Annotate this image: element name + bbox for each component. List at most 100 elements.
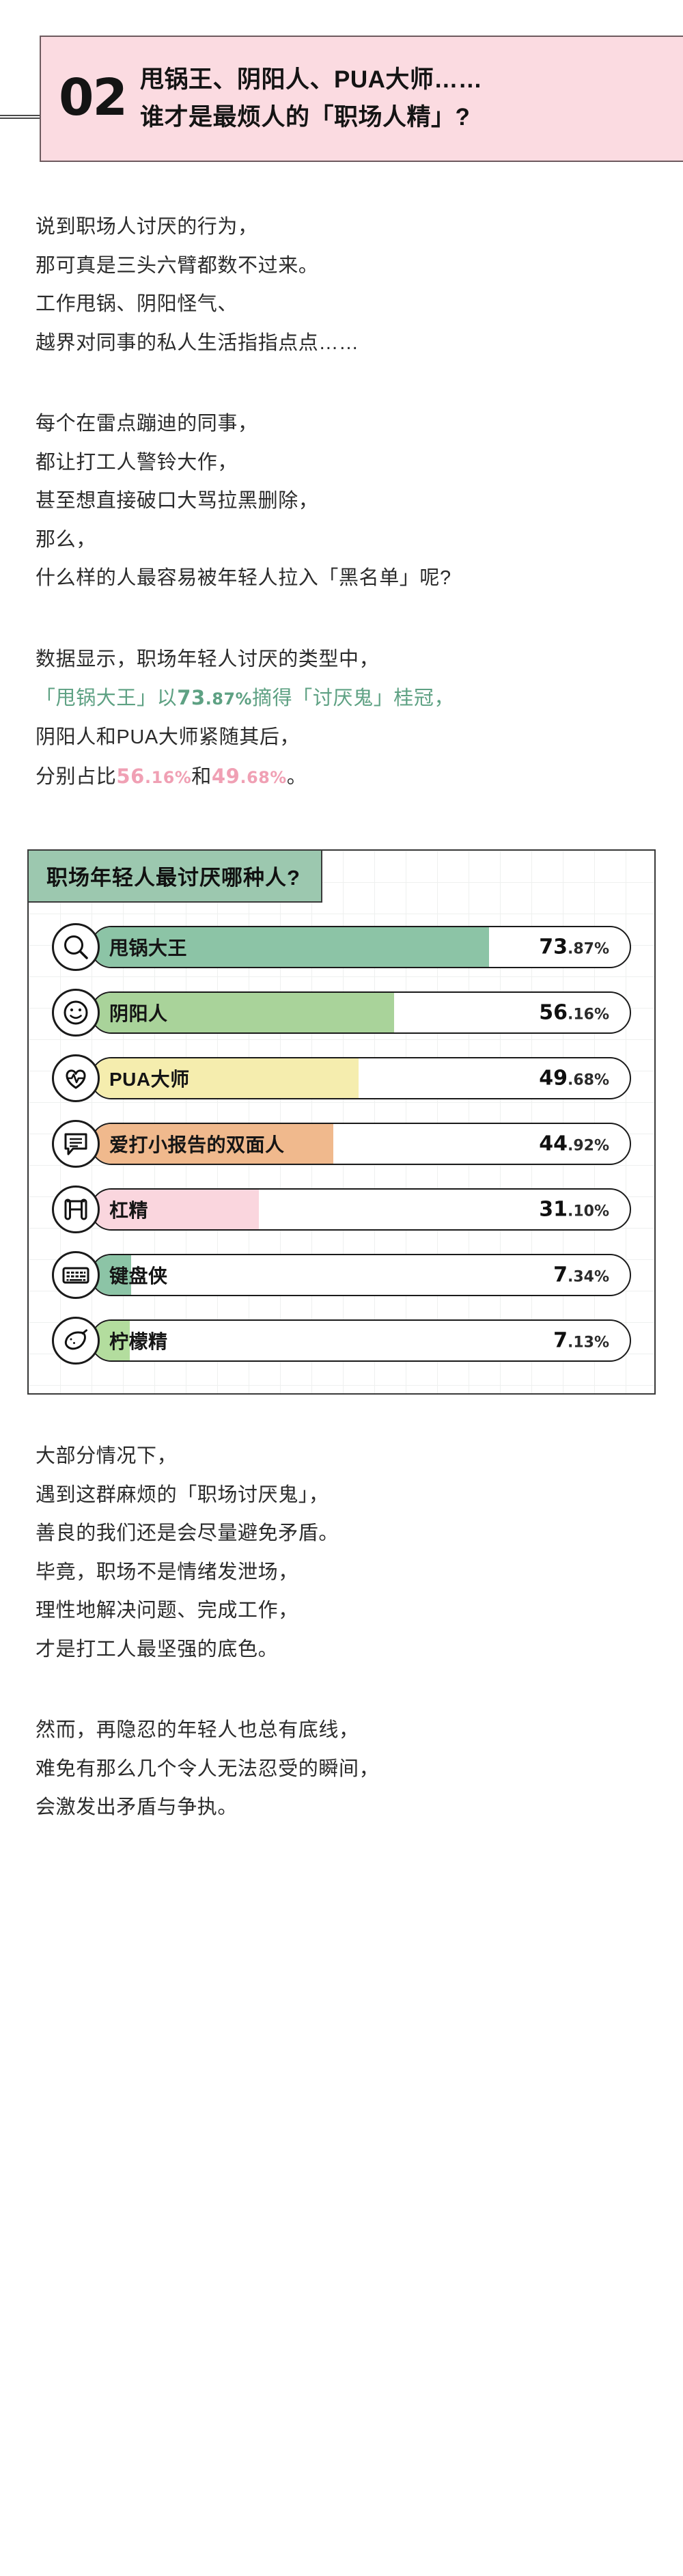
bar-track: PUA大师 49.68%	[90, 1057, 631, 1100]
paragraph-line: 难免有那么几个令人无法忍受的瞬间，	[36, 1757, 380, 1780]
chart-bar-row: 柠檬精 7.13%	[52, 1314, 631, 1367]
bar-value-integer: 7	[553, 1263, 568, 1287]
chart-rows: 甩锅大王 73.87% 阴阳人 56.16% PUA大师 49.68% 爱打小报告的双面人 4…	[29, 903, 654, 1367]
bar-category-label: 杠精	[109, 1200, 149, 1222]
header-accent-rule	[0, 115, 48, 119]
chart-bar-row: 爱打小报告的双面人 44.92%	[52, 1117, 631, 1170]
paragraph-line: 理性地解决问题、完成工作，	[36, 1600, 298, 1622]
chart-bar-row: 键盘侠 7.34%	[52, 1248, 631, 1302]
article-header: 02 甩锅王、阴阳人、PUA大师…… 谁才是最烦人的「职场人精」?	[0, 36, 683, 165]
bar-value-decimal: .87%	[567, 940, 609, 958]
barbell-icon	[52, 1186, 100, 1234]
closing-paragraph-1: 大部分情况下， 遇到这群麻烦的「职场讨厌鬼」， 善良的我们还是会尽量避免矛盾。 …	[36, 1437, 647, 1669]
bar-category-label: 阴阳人	[109, 1003, 168, 1025]
data-line-2-suffix: 摘得「讨厌鬼」桂冠，	[252, 687, 455, 710]
page-title-line-1: 甩锅王、阴阳人、PUA大师……	[139, 66, 483, 93]
bar-fill	[92, 927, 490, 968]
data-summary-paragraph: 数据显示，职场年轻人讨厌的类型中， 「甩锅大王」以73.87%摘得「讨厌鬼」桂冠…	[36, 640, 647, 796]
data-line-4-suffix: 。	[286, 765, 307, 788]
second-value-dec: .16%	[144, 767, 192, 787]
keyboard-icon	[52, 1251, 100, 1300]
chart-bar-row: 阴阳人 56.16%	[52, 986, 631, 1039]
paragraph-line: 大部分情况下，	[36, 1445, 178, 1468]
lemon-icon	[52, 1317, 100, 1365]
bar-value-integer: 44	[539, 1132, 568, 1156]
bar-value-label: 73.87%	[539, 935, 609, 959]
bar-value-label: 7.13%	[553, 1329, 609, 1353]
bar-value-label: 56.16%	[539, 1001, 609, 1025]
second-value-int: 56	[116, 764, 145, 788]
paragraph-line: 那可真是三头六臂都数不过来。	[36, 254, 319, 277]
section-number: 02	[59, 68, 128, 127]
chart-bar-row: PUA大师 49.68%	[52, 1052, 631, 1105]
magnifier-icon	[52, 923, 100, 972]
chart-bar-row: 甩锅大王 73.87%	[52, 920, 631, 974]
bar-value-decimal: .92%	[567, 1137, 609, 1155]
chart-title: 职场年轻人最讨厌哪种人?	[27, 849, 322, 903]
bar-track: 杠精 31.10%	[90, 1188, 631, 1231]
third-value-dec: .68%	[240, 767, 287, 787]
header-title-group: 甩锅王、阴阳人、PUA大师…… 谁才是最烦人的「职场人精」?	[140, 65, 683, 133]
paragraph-line: 毕竟，职场不是情绪发泄场，	[36, 1561, 298, 1583]
paragraph-line: 遇到这群麻烦的「职场讨厌鬼」，	[36, 1483, 329, 1506]
chart-bar-row: 杠精 31.10%	[52, 1183, 631, 1236]
closing-paragraph-2: 然而，再隐忍的年轻人也总有底线， 难免有那么几个令人无法忍受的瞬间， 会激发出矛…	[36, 1711, 647, 1827]
bar-category-label: 甩锅大王	[109, 937, 188, 959]
bar-category-label: PUA大师	[109, 1069, 190, 1091]
bar-chart-card: 职场年轻人最讨厌哪种人? 甩锅大王 73.87% 阴阳人 56.16% PUA大师 49.…	[27, 849, 656, 1395]
bar-value-decimal: .34%	[567, 1268, 609, 1286]
data-line-3: 阴阳人和PUA大师紧随其后，	[36, 726, 301, 749]
header-banner: 02 甩锅王、阴阳人、PUA大师…… 谁才是最烦人的「职场人精」?	[40, 36, 683, 162]
bar-value-integer: 7	[553, 1328, 568, 1353]
bar-value-decimal: .68%	[567, 1071, 609, 1089]
bar-fill	[92, 1124, 333, 1164]
paragraph-line: 甚至想直接破口大骂拉黑删除，	[36, 490, 319, 512]
speech-bubble-icon	[52, 1120, 100, 1168]
top-value: 73.87%	[177, 686, 252, 709]
bar-value-integer: 73	[539, 935, 568, 959]
bar-track: 爱打小报告的双面人 44.92%	[90, 1123, 631, 1166]
bar-value-label: 31.10%	[539, 1198, 609, 1222]
bar-value-integer: 31	[539, 1197, 568, 1222]
top-value-int: 73	[177, 686, 206, 710]
paragraph-line: 每个在雷点蹦迪的同事，	[36, 413, 258, 435]
second-paragraph: 每个在雷点蹦迪的同事， 都让打工人警铃大作， 甚至想直接破口大骂拉黑删除， 那么…	[36, 405, 647, 598]
third-value-int: 49	[211, 764, 240, 788]
smiley-icon	[52, 989, 100, 1037]
bar-value-label: 44.92%	[539, 1132, 609, 1156]
bar-fill	[92, 1190, 260, 1230]
heart-pulse-icon	[52, 1054, 100, 1103]
paragraph-line: 说到职场人讨厌的行为，	[36, 216, 258, 238]
bar-value-decimal: .16%	[567, 1006, 609, 1024]
paragraph-line: 然而，再隐忍的年轻人也总有底线，	[36, 1719, 359, 1742]
bar-value-label: 49.68%	[539, 1067, 609, 1091]
bar-value-integer: 49	[539, 1066, 568, 1091]
bar-value-decimal: .13%	[567, 1334, 609, 1352]
paragraph-line: 都让打工人警铃大作，	[36, 451, 238, 474]
paragraph-line: 工作甩锅、阴阳怪气、	[36, 293, 238, 316]
page-title-line-2: 谁才是最烦人的「职场人精」?	[139, 103, 471, 131]
bar-track: 甩锅大王 73.87%	[90, 926, 631, 969]
data-line-1: 数据显示，职场年轻人讨厌的类型中，	[36, 648, 380, 670]
top-value-dec: .87%	[205, 689, 253, 709]
bar-value-label: 7.34%	[553, 1263, 609, 1287]
paragraph-line: 那么，	[36, 528, 96, 551]
paragraph-line: 越界对同事的私人生活指指点点……	[36, 331, 359, 354]
intro-paragraph: 说到职场人讨厌的行为， 那可真是三头六臂都数不过来。 工作甩锅、阴阳怪气、 越界…	[36, 208, 647, 362]
data-line-2-prefix: 「甩锅大王」以	[36, 687, 178, 710]
bar-track: 柠檬精 7.13%	[90, 1319, 631, 1362]
bar-value-integer: 56	[539, 1000, 568, 1025]
bar-track: 键盘侠 7.34%	[90, 1254, 631, 1297]
bar-track: 阴阳人 56.16%	[90, 991, 631, 1034]
bar-value-decimal: .10%	[567, 1203, 609, 1220]
third-value: 49.68%	[212, 765, 287, 788]
bar-category-label: 柠檬精	[109, 1331, 168, 1353]
data-line-4-mid: 和	[191, 765, 212, 788]
second-value: 56.16%	[116, 765, 191, 788]
bar-category-label: 爱打小报告的双面人	[109, 1134, 285, 1156]
paragraph-line: 什么样的人最容易被年轻人拉入「黑名单」呢?	[36, 567, 451, 590]
paragraph-line: 善良的我们还是会尽量避免矛盾。	[36, 1522, 339, 1545]
bar-fill	[92, 993, 394, 1033]
paragraph-line: 才是打工人最坚强的底色。	[36, 1638, 279, 1660]
data-line-2: 「甩锅大王」以73.87%摘得「讨厌鬼」桂冠，	[36, 679, 647, 718]
